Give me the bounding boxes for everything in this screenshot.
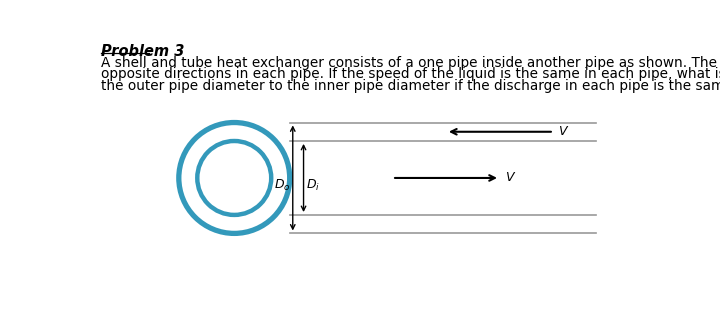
Text: Problem 3: Problem 3 bbox=[101, 44, 184, 59]
Text: A shell and tube heat exchanger consists of a one pipe inside another pipe as sh: A shell and tube heat exchanger consists… bbox=[101, 55, 720, 70]
Text: opposite directions in each pipe. If the speed of the liquid is the same in each: opposite directions in each pipe. If the… bbox=[101, 67, 720, 81]
Text: $D_i$: $D_i$ bbox=[306, 178, 320, 193]
Text: the outer pipe diameter to the inner pipe diameter if the discharge in each pipe: the outer pipe diameter to the inner pip… bbox=[101, 79, 720, 92]
Text: $D_o$: $D_o$ bbox=[274, 178, 290, 193]
Text: $V$: $V$ bbox=[505, 172, 516, 184]
Text: $V$: $V$ bbox=[559, 125, 570, 138]
